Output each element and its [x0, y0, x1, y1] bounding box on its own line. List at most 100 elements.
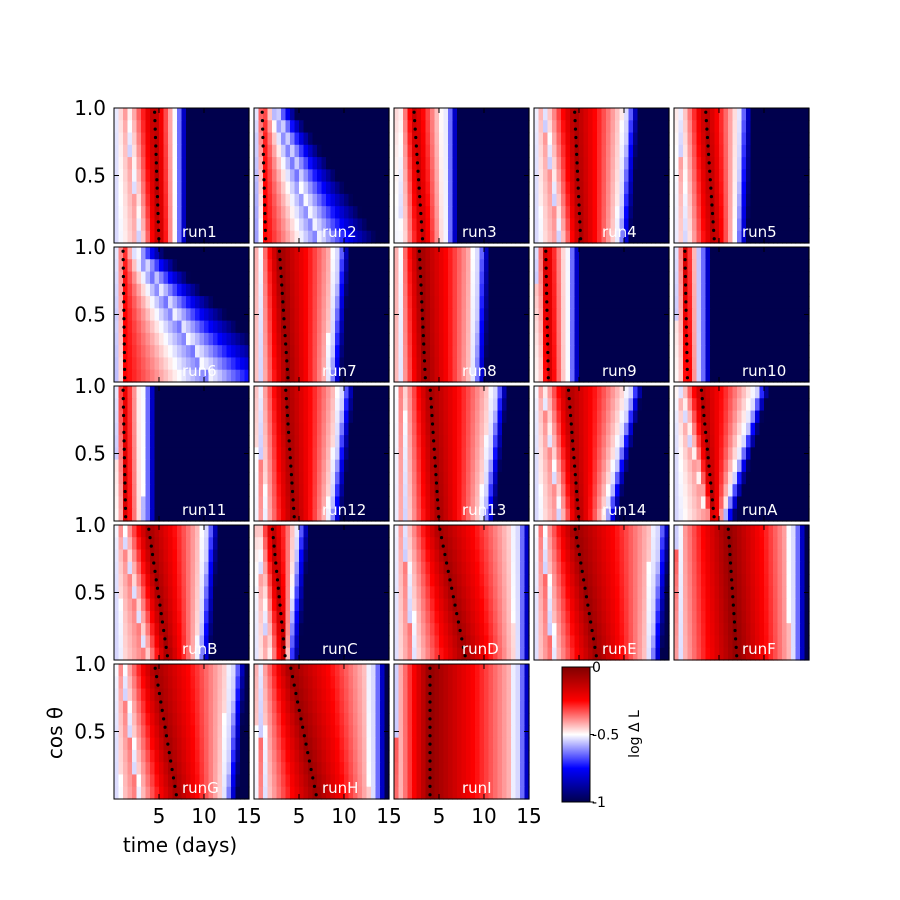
heatmap-cell: [281, 369, 287, 383]
heatmap-cell: [619, 181, 625, 195]
heatmap-cell: [642, 410, 648, 424]
heatmap-cell: [330, 193, 336, 207]
heatmap-cell: [619, 484, 625, 498]
heatmap-cell: [588, 283, 594, 297]
heatmap-cell: [222, 296, 228, 309]
heatmap-cell: [434, 447, 440, 461]
heatmap-cell: [773, 283, 779, 297]
heatmap-cell: [592, 357, 598, 371]
heatmap-cell: [615, 332, 621, 346]
heatmap-cell: [150, 206, 156, 220]
heatmap-cell: [163, 132, 169, 146]
heatmap-cell: [479, 259, 485, 273]
heatmap-cell: [276, 508, 282, 522]
heatmap-cell: [764, 247, 770, 260]
heatmap-cell: [637, 422, 643, 436]
heatmap-cell: [244, 496, 250, 510]
heatmap-cell: [773, 271, 779, 285]
heatmap-cell: [416, 484, 422, 498]
heatmap-cell: [646, 120, 652, 134]
heatmap-cell: [226, 206, 232, 220]
heatmap-cell: [466, 308, 472, 322]
heatmap-cell: [588, 181, 594, 195]
heatmap-cell: [114, 484, 120, 498]
heatmap-cell: [199, 447, 205, 461]
heatmap-cell: [457, 308, 463, 322]
heatmap-cell: [394, 247, 400, 260]
heatmap-cell: [804, 247, 810, 260]
heatmap-cell: [633, 447, 639, 461]
heatmap-cell: [534, 271, 540, 285]
heatmap-cell: [439, 345, 445, 359]
heatmap-cell: [321, 193, 327, 207]
heatmap-cell: [226, 193, 232, 207]
heatmap-cell: [664, 422, 670, 436]
peak-time-dot: [280, 291, 284, 296]
heatmap-cell: [150, 157, 156, 170]
heatmap-cell: [470, 308, 476, 322]
heatmap-cell: [190, 508, 196, 522]
heatmap-cell: [425, 345, 431, 359]
heatmap-cell: [579, 320, 585, 334]
heatmap-cell: [520, 332, 526, 346]
heatmap-cell: [308, 169, 314, 183]
heatmap-cell: [764, 193, 770, 207]
heatmap-cell: [208, 471, 214, 485]
heatmap-cell: [692, 132, 698, 146]
heatmap-cell: [701, 332, 707, 346]
heatmap-cell: [466, 157, 472, 170]
peak-time-dot: [418, 266, 422, 270]
heatmap-cell: [728, 271, 734, 285]
heatmap-cell: [615, 447, 621, 461]
heatmap-cell: [281, 357, 287, 371]
heatmap-cell: [312, 398, 318, 412]
heatmap-cell: [439, 132, 445, 146]
heatmap-cell: [687, 259, 693, 273]
heatmap-cell: [348, 120, 354, 134]
heatmap-cell: [782, 259, 788, 273]
heatmap-cell: [299, 259, 305, 273]
heatmap-cell: [416, 386, 422, 399]
heatmap-cell: [561, 144, 567, 158]
heatmap-cell: [633, 369, 639, 383]
heatmap-cell: [353, 247, 359, 260]
peak-time-dot: [683, 266, 687, 270]
heatmap-cell: [141, 283, 147, 297]
heatmap-cell: [339, 193, 345, 207]
heatmap-cell: [773, 144, 779, 158]
heatmap-cell: [538, 459, 544, 473]
heatmap-cell: [172, 108, 178, 121]
heatmap-cell: [692, 218, 698, 232]
heatmap-cell: [375, 459, 381, 473]
heatmap-cell: [615, 283, 621, 297]
heatmap-cell: [579, 308, 585, 322]
heatmap-cell: [244, 410, 250, 424]
heatmap-cell: [714, 271, 720, 285]
heatmap-cell: [244, 271, 250, 285]
heatmap-cell: [520, 496, 526, 510]
heatmap-cell: [692, 193, 698, 207]
heatmap-cell: [637, 132, 643, 146]
heatmap-cell: [353, 206, 359, 220]
heatmap-cell: [127, 484, 133, 498]
heatmap-cell: [764, 259, 770, 273]
heatmap-cell: [633, 230, 639, 244]
heatmap-cell: [655, 422, 661, 436]
heatmap-cell: [579, 296, 585, 309]
heatmap-cell: [683, 259, 689, 273]
heatmap-cell: [254, 410, 260, 424]
heatmap-cell: [543, 144, 549, 158]
heatmap-cell: [664, 345, 670, 359]
heatmap-cell: [597, 218, 603, 232]
heatmap-cell: [565, 283, 571, 297]
heatmap-cell: [398, 120, 404, 134]
heatmap-cell: [524, 247, 530, 260]
heatmap-cell: [136, 247, 142, 260]
heatmap-cell: [795, 157, 801, 170]
heatmap-cell: [195, 206, 201, 220]
heatmap-cell: [294, 345, 300, 359]
heatmap-cell: [561, 410, 567, 424]
heatmap-cell: [434, 144, 440, 158]
peak-time-dot: [122, 350, 127, 355]
heatmap-cell: [660, 386, 666, 399]
